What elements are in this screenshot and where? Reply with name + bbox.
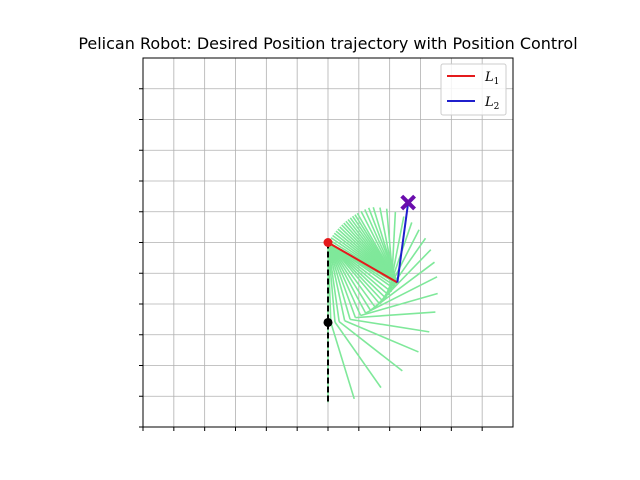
legend-label-0: L1 xyxy=(484,70,499,87)
history-link2-8 xyxy=(365,276,438,314)
chart-title: Pelican Robot: Desired Position trajecto… xyxy=(78,34,577,53)
history-link1-3 xyxy=(327,242,340,322)
history-link1-8 xyxy=(327,242,367,314)
markers xyxy=(323,194,416,327)
trajectory-history xyxy=(326,206,438,403)
history-link2-1 xyxy=(330,322,356,400)
initial-joint-marker xyxy=(323,317,333,327)
history-link1-4 xyxy=(327,242,346,321)
legend-label-1: L2 xyxy=(484,95,499,112)
history-link2-5 xyxy=(349,318,430,333)
desired-position-marker xyxy=(400,194,416,211)
history-link1-9 xyxy=(327,242,372,311)
history-link2-6 xyxy=(355,311,436,319)
base-marker xyxy=(323,238,333,247)
history-link2-4 xyxy=(344,319,419,353)
history-link1-10 xyxy=(327,242,376,308)
history-link1-5 xyxy=(327,242,351,320)
history-link2-2 xyxy=(334,321,382,389)
final-link1-line xyxy=(327,241,398,284)
final-link2-line xyxy=(396,202,410,283)
final-configuration xyxy=(327,202,410,284)
history-link2-3 xyxy=(338,321,403,372)
history-link1-6 xyxy=(327,242,357,318)
history-link2-7 xyxy=(360,292,438,317)
axis-ticks xyxy=(139,88,483,431)
history-link1-7 xyxy=(327,242,362,316)
